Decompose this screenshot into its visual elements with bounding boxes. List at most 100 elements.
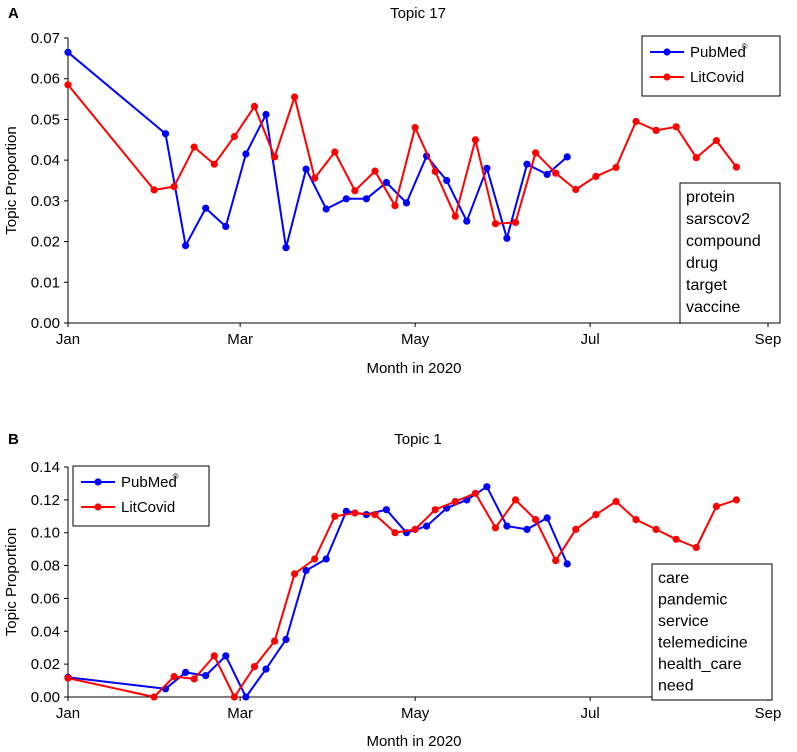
legend-label-pubmed: PubMed [121,474,177,491]
data-point-litcovid [351,509,359,517]
data-point-litcovid [532,516,540,524]
data-point-litcovid [150,186,158,194]
legend-marker-pubmed [94,478,102,486]
chart-panel-a: A Topic 17 0.00 0.01 0.02 0.03 0.04 0.05 0.06 0.0… [3,5,781,377]
x-tick-label: Mar [227,705,253,722]
data-point-pubmed [463,217,471,225]
y-tick-label: 0.08 [31,558,60,575]
y-tick-label: 0.06 [31,71,60,88]
data-point-pubmed [362,195,370,203]
y-tick-label: 0.02 [31,234,60,251]
data-point-litcovid [612,497,620,506]
data-point-pubmed [503,234,511,242]
topic-word: sarscov2 [686,211,750,228]
data-point-litcovid [511,496,520,504]
series-pubmed [64,48,571,252]
data-point-litcovid [411,525,419,534]
data-point-litcovid [572,525,580,534]
y-tick-label: 0.06 [31,590,60,607]
data-point-litcovid [612,163,620,172]
data-point-litcovid [532,149,540,157]
legend-label-litcovid: LitCovid [690,69,744,86]
data-point-litcovid [371,510,379,519]
data-point-litcovid [712,137,721,145]
data-point-pubmed [302,566,310,575]
data-point-pubmed [64,48,72,56]
data-point-pubmed [503,522,511,530]
data-point-pubmed [423,522,431,530]
data-point-litcovid [271,153,279,161]
y-axis-label: Topic Proportion [3,126,20,234]
legend-marker-litcovid [663,73,671,81]
legend: PubMed® LitCovid [72,465,210,527]
data-point-litcovid [391,202,399,210]
data-point-litcovid [511,218,520,226]
topic-word: pandemic [658,592,727,609]
x-axis-label: Month in 2020 [366,360,461,377]
x-tick-label: Jan [56,331,80,348]
data-point-litcovid [471,489,479,497]
data-point-pubmed [523,160,531,168]
data-point-pubmed [222,222,230,231]
x-tick-label: Jul [581,705,600,722]
data-point-pubmed [382,506,390,514]
data-point-litcovid [732,163,741,171]
data-point-pubmed [563,153,571,161]
data-point-pubmed [161,130,170,138]
data-point-litcovid [371,167,379,175]
y-tick-label: 0.04 [31,623,60,640]
topic-word: vaccine [686,299,740,316]
data-point-litcovid [311,174,319,182]
data-point-pubmed [202,672,210,680]
data-point-litcovid [311,555,319,563]
data-point-litcovid [190,675,198,683]
topic-words: care pandemic service telemedicine health_ca… [651,563,773,701]
y-tick-label: 0.04 [31,152,60,169]
data-point-litcovid [250,102,259,110]
data-point-pubmed [322,205,330,213]
legend-box [641,35,781,97]
data-point-pubmed [182,242,190,250]
data-point-litcovid [331,148,339,156]
data-point-litcovid [572,185,580,194]
data-point-litcovid [451,497,459,506]
x-tick-label: May [401,705,430,722]
data-point-pubmed [382,178,390,187]
data-point-litcovid [291,93,299,101]
topic-words-box [651,563,773,701]
topic-words: protein sarscov2 compound drug target vaccine [679,182,781,324]
data-point-pubmed [202,204,210,212]
topic-word: protein [686,189,735,206]
data-point-litcovid [351,187,359,195]
x-tick-label: Sep [755,705,782,722]
legend-superscript: ® [173,472,179,481]
topic-word: need [658,678,694,695]
data-point-pubmed [402,199,411,207]
y-axis-label: Topic Proportion [3,528,20,636]
legend-marker-pubmed [663,48,671,56]
chart-panel-b: B Topic 1 0.00 0.02 0.04 0.06 0.08 0.10 0.12 0.14… [3,431,781,750]
topic-word: health_care [658,656,742,673]
topic-word: care [658,570,689,587]
series-line-pubmed [67,51,568,249]
chart-title: Topic 17 [390,5,446,22]
data-point-litcovid [331,512,339,520]
data-point-pubmed [282,635,290,644]
data-point-litcovid [491,220,500,228]
data-point-pubmed [523,525,531,534]
legend-label-litcovid: LitCovid [121,499,175,516]
legend: PubMed® LitCovid [641,35,781,97]
data-point-pubmed [222,652,230,660]
data-point-litcovid [170,183,178,191]
x-tick-label: May [401,331,430,348]
data-point-litcovid [652,525,660,534]
legend-box [72,465,210,527]
data-point-litcovid [250,663,259,671]
x-axis-label: Month in 2020 [366,733,461,750]
y-tick-label: 0.01 [31,274,60,291]
data-point-pubmed [483,483,491,491]
data-point-pubmed [182,668,190,677]
y-tick-label: 0.02 [31,656,60,673]
legend-superscript: ® [742,42,748,51]
